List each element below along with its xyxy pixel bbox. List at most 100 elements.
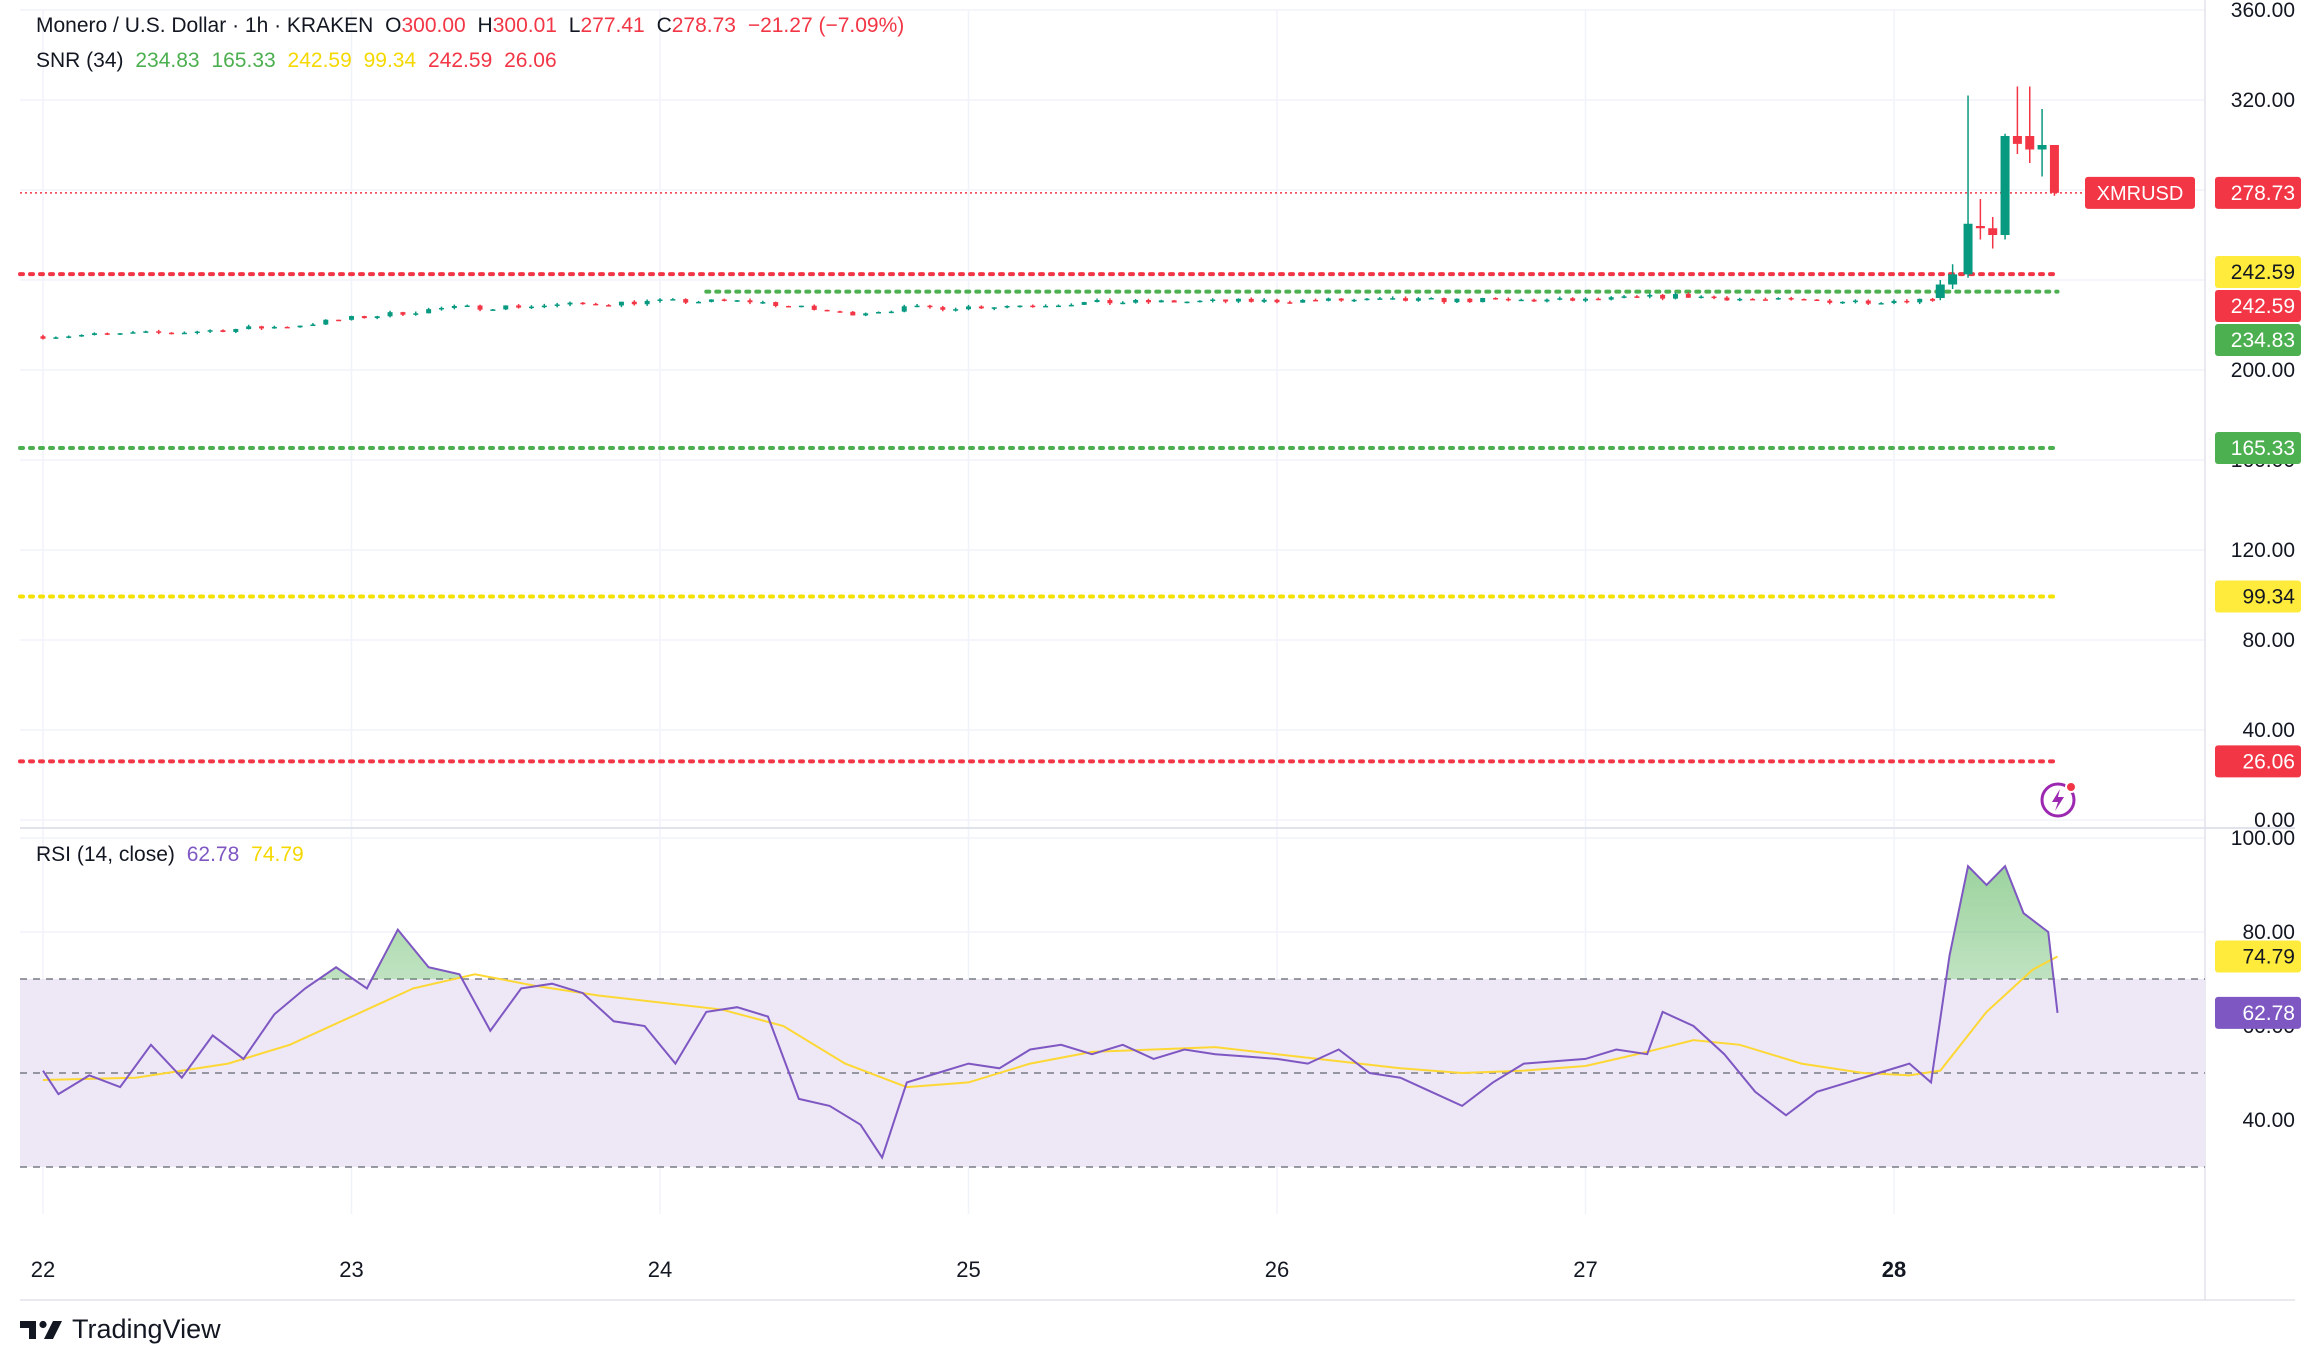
candle: [837, 311, 843, 313]
candle: [284, 326, 290, 329]
candle: [580, 302, 586, 305]
snr-value-5: 242.59: [428, 49, 493, 72]
candle: [1724, 297, 1730, 301]
candle: [1467, 298, 1473, 303]
candle: [130, 332, 136, 334]
candle: [1428, 298, 1434, 300]
candle: [220, 330, 226, 332]
snr-indicator-name[interactable]: SNR (34): [36, 49, 124, 72]
time-tick-label: 24: [648, 1257, 672, 1282]
candle: [1801, 299, 1807, 301]
candle: [233, 329, 239, 332]
candle: [1930, 298, 1936, 301]
candle: [1917, 298, 1923, 303]
candle: [850, 311, 856, 316]
price-tag-label: 165.33: [2231, 437, 2295, 460]
candle: [1852, 300, 1858, 303]
price-tag-label: 99.34: [2242, 585, 2295, 608]
candle: [1814, 299, 1820, 302]
price-tag-label: 242.59: [2231, 261, 2295, 284]
candle: [143, 331, 149, 333]
price-tag: [2215, 256, 2301, 288]
time-tick-label: 22: [31, 1257, 55, 1282]
candle: [927, 305, 933, 308]
candle: [1094, 300, 1100, 303]
candle: [1223, 299, 1229, 302]
candle: [1377, 298, 1383, 300]
candle: [1762, 299, 1768, 301]
candle: [1493, 297, 1499, 300]
candle: [1480, 297, 1486, 303]
candle: [876, 312, 882, 314]
candle: [1364, 298, 1370, 301]
candle: [374, 316, 380, 319]
candle: [156, 331, 162, 333]
candle: [1287, 302, 1293, 304]
candle: [349, 316, 354, 320]
candle: [1300, 299, 1306, 303]
candle: [593, 303, 599, 306]
price-tag: [2215, 432, 2301, 465]
candle: [413, 313, 419, 315]
price-scale-tags: 278.73 242.59 242.59 234.83 165.33 99.34 26.06…: [2085, 176, 2301, 1029]
symbol-title[interactable]: Monero / U.S. Dollar · 1h · KRAKEN: [36, 14, 374, 37]
candle: [670, 299, 676, 301]
rsi-legend: RSI (14, close) 62.78 74.79: [36, 843, 310, 867]
price-tag: [2215, 580, 2301, 613]
candle: [1145, 300, 1151, 303]
rsi-ma-line: [42, 955, 2058, 1089]
candle: [1390, 298, 1396, 300]
candle: [1948, 274, 1958, 285]
price-tag-label: 234.83: [2231, 329, 2295, 352]
candle: [2025, 136, 2035, 150]
candle: [1685, 294, 1691, 298]
candle: [1068, 304, 1074, 307]
price-tick-label: 40.00: [2242, 719, 2295, 742]
candle: [1634, 296, 1640, 298]
candle: [1621, 296, 1627, 298]
candle: [1904, 300, 1910, 303]
candle: [1788, 298, 1794, 300]
candle: [631, 301, 637, 305]
candle: [978, 306, 984, 309]
lightning-icon[interactable]: [2040, 778, 2080, 818]
candle: [824, 309, 830, 312]
tradingview-logo[interactable]: TradingView: [20, 1314, 221, 1345]
candle: [2000, 136, 2010, 235]
candle: [490, 309, 496, 311]
candle: [1891, 300, 1897, 304]
candle: [104, 333, 110, 335]
candle: [696, 301, 702, 304]
candle: [1441, 298, 1447, 303]
candle: [1672, 294, 1678, 299]
time-tick-label: 23: [339, 1257, 363, 1282]
candle: [323, 319, 329, 325]
candle: [117, 333, 123, 335]
snr-value-2: 165.33: [211, 49, 276, 72]
candle: [1210, 299, 1216, 301]
candle: [387, 312, 393, 317]
candle: [618, 301, 624, 306]
candle: [1133, 300, 1139, 303]
candle: [2012, 136, 2022, 144]
candle: [1557, 298, 1563, 300]
candle: [914, 305, 920, 308]
rsi-tick-label: 40.00: [2242, 1109, 2295, 1132]
tradingview-brand: TradingView: [72, 1314, 221, 1344]
price-tag-label: 26.06: [2242, 750, 2295, 773]
rsi-indicator-name[interactable]: RSI (14, close): [36, 843, 175, 866]
candle: [1608, 297, 1614, 300]
rsi-line: [42, 864, 2059, 1160]
time-tick-label: 28: [1882, 1257, 1906, 1282]
rsi-tick-label: 80.00: [2242, 921, 2295, 944]
candle: [811, 305, 817, 310]
candle: [1338, 298, 1344, 301]
candle: [1004, 305, 1010, 308]
snr-value-4: 99.34: [363, 49, 417, 72]
low-label: L: [568, 14, 581, 37]
open-value: 300.00: [401, 14, 466, 37]
candle: [1505, 298, 1511, 301]
candle: [271, 326, 277, 329]
close-value: 278.73: [671, 14, 736, 37]
